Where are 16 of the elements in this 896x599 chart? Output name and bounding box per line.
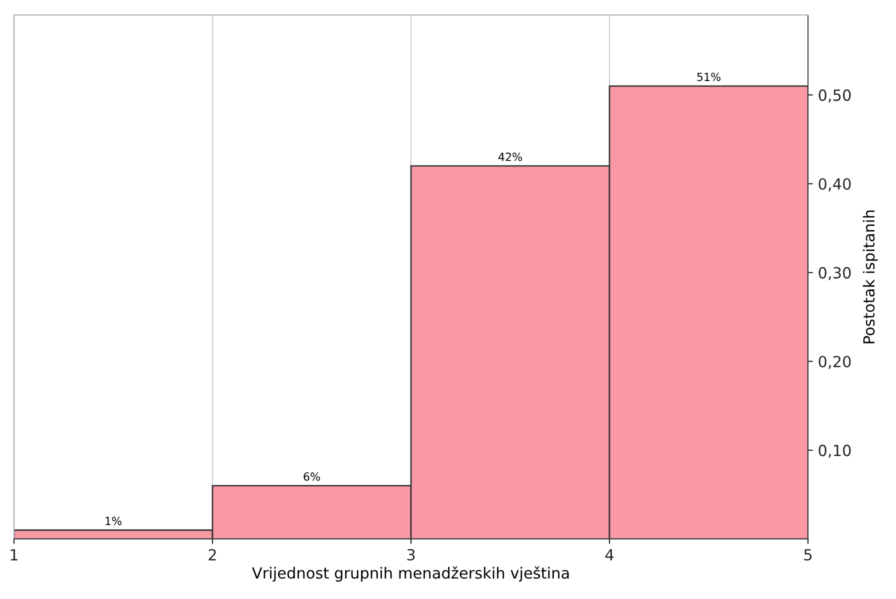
y-tick-label: 0,20 <box>818 356 851 369</box>
data-label: 1% <box>106 516 122 526</box>
x-tick-label: 2 <box>208 548 216 560</box>
y-axis-title: Postotak ispitanih <box>862 210 878 344</box>
data-label: 6% <box>304 472 320 481</box>
x-tick-label: 5 <box>804 549 812 561</box>
y-tick-label: 0,30 <box>818 267 851 280</box>
x-axis-title: Vrijednost grupnih menadžerskih vještina <box>252 566 569 582</box>
x-tick-label: 1 <box>10 549 18 560</box>
y-tick-label: 0,40 <box>818 178 851 192</box>
x-tick-label: 4 <box>605 549 614 560</box>
data-label: 42% <box>498 152 522 162</box>
y-tick-label: 0,10 <box>818 444 851 458</box>
data-label: 51% <box>697 72 720 82</box>
x-tick-label: 3 <box>407 548 415 561</box>
y-tick-label: 0,50 <box>818 89 851 103</box>
